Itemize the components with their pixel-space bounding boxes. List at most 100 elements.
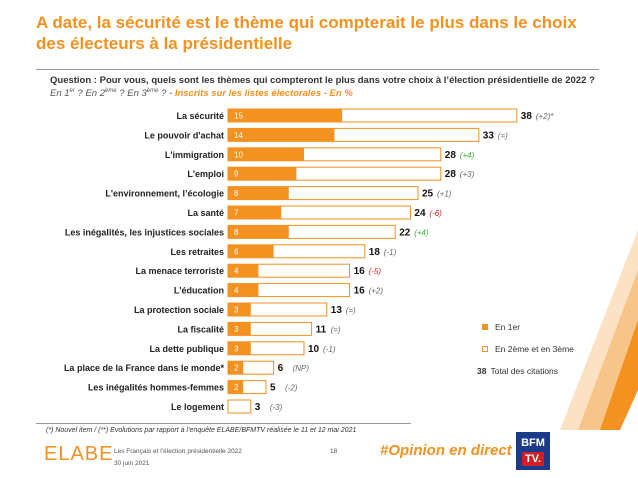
- legend-item-first: En 1er: [474, 316, 592, 338]
- data-label-first: 7: [234, 209, 239, 218]
- evolution-label: (+1): [437, 190, 452, 199]
- decorative-triangle-icon: [560, 230, 638, 430]
- data-label-total: 38: [521, 111, 533, 122]
- data-label-total: 10: [308, 344, 320, 355]
- evolution-label: (+2)*: [536, 112, 554, 121]
- evolution-label: (+4): [460, 151, 475, 160]
- bar-first-rank: [228, 264, 259, 278]
- data-label-total: 13: [331, 305, 343, 316]
- bfmtv-logo: BFM TV.: [516, 432, 550, 470]
- category-label: La menace terroriste: [135, 266, 224, 276]
- legend-swatch-others: [482, 346, 488, 352]
- data-label-first: 15: [234, 112, 243, 121]
- category-label: La santé: [187, 208, 224, 218]
- category-label: Le pouvoir d'achat: [144, 130, 224, 140]
- data-label-first: 10: [234, 150, 243, 159]
- population-scope: Inscrits sur les listes électorales - En…: [174, 88, 353, 100]
- bar-total-outline: [227, 399, 252, 414]
- data-label-total: 33: [483, 130, 495, 141]
- legend-item-others: En 2ème et en 3ème: [474, 338, 592, 360]
- data-label-first: 3: [234, 306, 239, 315]
- top-divider: [36, 69, 599, 70]
- evolution-label: (NP): [293, 364, 310, 373]
- data-label-first: 6: [234, 247, 239, 256]
- evolution-label: (-2): [285, 384, 298, 393]
- bar-first-rank: [228, 341, 251, 355]
- data-label-first: 8: [234, 189, 239, 198]
- bar-first-rank: [228, 128, 335, 142]
- data-label-first: 2: [234, 364, 239, 373]
- data-label-total: 24: [414, 208, 426, 219]
- category-label: Le logement: [171, 402, 224, 412]
- bar-first-rank: [228, 186, 289, 200]
- bar-first-rank: [228, 361, 244, 375]
- category-label: L'éducation: [174, 286, 224, 296]
- chart-legend: En 1er En 2ème et en 3ème 38 Total des ci…: [474, 316, 592, 386]
- legend-swatch-first: [482, 324, 488, 330]
- bar-first-rank: [228, 322, 251, 336]
- data-label-first: 4: [234, 267, 239, 276]
- category-label: La place de la France dans le monde*: [64, 363, 225, 373]
- data-label-first: 9: [234, 170, 239, 179]
- evolution-label: (-5): [369, 267, 382, 276]
- data-label-total: 16: [354, 286, 366, 297]
- category-label: Les retraites: [170, 247, 224, 257]
- hashtag: #Opinion en direct: [380, 442, 512, 459]
- bar-first-rank: [228, 283, 259, 297]
- data-label-total: 25: [422, 189, 434, 200]
- data-label-total: 16: [354, 266, 366, 277]
- data-label-first: 4: [234, 286, 239, 295]
- evolution-label: (=): [498, 131, 508, 140]
- category-label: La sécurité: [176, 111, 224, 121]
- bar-first-rank: [228, 244, 274, 258]
- evolution-label: (-3): [270, 403, 283, 412]
- data-label-first: 14: [234, 131, 243, 140]
- data-label-total: 6: [278, 363, 284, 374]
- evolution-label: (-1): [323, 345, 336, 354]
- category-label: L'environnement, l’écologie: [105, 189, 224, 199]
- data-label-first: 2: [234, 383, 239, 392]
- bar-first-rank: [228, 167, 297, 181]
- evolution-label: (-1): [384, 248, 397, 257]
- bar-first-rank: [228, 147, 304, 161]
- data-label-total: 3: [255, 402, 261, 413]
- page-title: A date, la sécurité est le thème qui com…: [36, 13, 577, 53]
- category-label: L'immigration: [165, 150, 224, 160]
- bar-first-rank: [228, 380, 244, 394]
- elabe-logo: ELABE: [44, 443, 114, 465]
- evolution-label: (-6): [429, 209, 442, 218]
- data-label-first: 3: [234, 344, 239, 353]
- bar-first-rank: [228, 225, 289, 239]
- data-label-total: 28: [445, 150, 457, 161]
- category-label: La fiscalité: [177, 324, 224, 334]
- footer-date: 30 juin 2021: [114, 460, 150, 467]
- category-label: Les inégalités hommes-femmes: [88, 383, 224, 393]
- footer-source: Les Français et l’élection présidentiell…: [114, 448, 242, 455]
- category-label: La protection sociale: [134, 305, 224, 315]
- bottom-divider: [36, 423, 411, 424]
- data-label-total: 28: [445, 169, 457, 180]
- data-label-first: 8: [234, 228, 239, 237]
- footnote: (*) Nouvel item / (**) Evolutions par ra…: [46, 427, 357, 434]
- page-number: 18: [330, 448, 338, 455]
- evolution-label: (=): [331, 325, 341, 334]
- data-label-total: 22: [399, 227, 411, 238]
- data-label-total: 18: [369, 247, 381, 258]
- bar-first-rank: [228, 109, 342, 122]
- data-label-total: 5: [270, 383, 276, 394]
- evolution-label: (=): [346, 306, 356, 315]
- evolution-label: (+2): [369, 287, 384, 296]
- category-label: L'emploi: [187, 169, 224, 179]
- legend-item-total: 38 Total des citations: [477, 366, 559, 376]
- data-label-first: 3: [234, 325, 239, 334]
- bar-first-rank: [228, 206, 282, 219]
- category-label: Les inégalités, les injustices sociales: [65, 227, 224, 237]
- question-text: Question : Pour vous, quels sont les thè…: [50, 75, 595, 86]
- bar-first-rank: [228, 303, 251, 316]
- category-label: La dette publique: [149, 344, 224, 354]
- evolution-label: (+4): [414, 228, 429, 237]
- data-label-total: 11: [316, 324, 327, 335]
- question-subtitle: En 1er ? En 2ème ? En 3ème ? - Inscrits …: [50, 88, 353, 100]
- evolution-label: (+3): [460, 170, 475, 179]
